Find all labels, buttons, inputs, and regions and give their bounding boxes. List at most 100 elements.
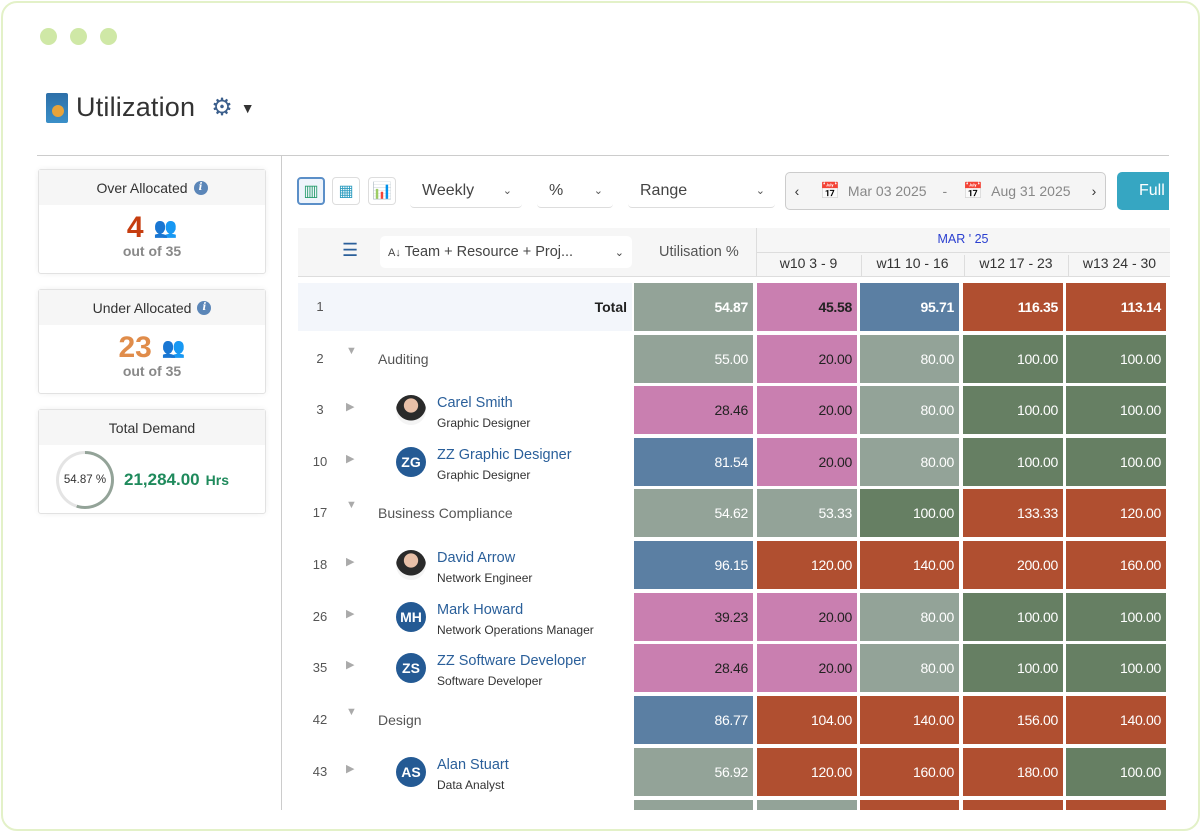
expand-caret-icon[interactable]: ▶: [346, 556, 355, 568]
week-value-cell[interactable]: 20.00: [757, 438, 857, 486]
week-value-cell[interactable]: 133.33: [963, 489, 1063, 537]
utilisation-cell[interactable]: 56.92: [634, 748, 753, 796]
week-value-cell[interactable]: 80.00: [860, 386, 959, 434]
team-name[interactable]: Business Compliance: [378, 505, 513, 521]
week-value-cell[interactable]: 140.00: [860, 541, 959, 589]
resource-name[interactable]: ZZ Software Developer: [437, 653, 587, 669]
gear-icon[interactable]: ⚙: [211, 94, 233, 121]
week-value-cell[interactable]: 80.00: [860, 644, 959, 692]
row-number: 18: [312, 557, 328, 572]
avatar: ZG: [396, 447, 426, 477]
week-value-cell[interactable]: 95.71: [860, 283, 959, 331]
week-value-cell[interactable]: 100.00: [1066, 748, 1166, 796]
over-allocated-card[interactable]: Over Allocated i 4 👥 out of 35: [38, 169, 266, 274]
week-value-cell[interactable]: 120.00: [1066, 489, 1166, 537]
start-date[interactable]: Mar 03 2025: [847, 183, 927, 199]
week-value-cell[interactable]: 180.00: [963, 748, 1063, 796]
expand-caret-icon[interactable]: ▶: [346, 763, 355, 775]
week-value-cell[interactable]: 20.00: [757, 593, 857, 641]
calendar-icon[interactable]: 📅: [820, 183, 840, 200]
grid-chart-icon: ▥: [303, 183, 319, 200]
week-value-cell[interactable]: 100.00: [1066, 644, 1166, 692]
caret-down-icon[interactable]: ▼: [240, 99, 255, 116]
week-value-cell[interactable]: 104.00: [757, 696, 857, 744]
partial-row-cell: [634, 800, 753, 810]
week-value-cell[interactable]: 113.14: [1066, 283, 1166, 331]
utilisation-cell[interactable]: 55.00: [634, 335, 753, 383]
week-value-cell[interactable]: 100.00: [1066, 593, 1166, 641]
collapse-caret-icon[interactable]: ▼: [346, 706, 357, 718]
week-value-cell[interactable]: 20.00: [757, 335, 857, 383]
utilisation-cell[interactable]: 86.77: [634, 696, 753, 744]
resource-name[interactable]: ZZ Graphic Designer: [437, 447, 572, 463]
week-value-cell[interactable]: 116.35: [963, 283, 1063, 331]
view-grid-button[interactable]: ▦: [332, 177, 360, 205]
utilisation-cell[interactable]: 28.46: [634, 644, 753, 692]
week-value-cell[interactable]: 20.00: [757, 644, 857, 692]
week-value-cell[interactable]: 100.00: [1066, 386, 1166, 434]
period-select[interactable]: Weekly ⌄: [410, 174, 522, 208]
week-value-cell[interactable]: 53.33: [757, 489, 857, 537]
week-value-cell[interactable]: 100.00: [963, 386, 1063, 434]
week-value-cell[interactable]: 80.00: [860, 438, 959, 486]
end-date[interactable]: Aug 31 2025: [991, 183, 1071, 199]
resource-name[interactable]: Mark Howard: [437, 602, 524, 618]
expand-caret-icon[interactable]: ▶: [346, 453, 355, 465]
view-chart-button[interactable]: 📊: [368, 177, 396, 205]
row-number: 1: [316, 299, 324, 314]
week-value-cell[interactable]: 100.00: [963, 335, 1063, 383]
week-value-cell[interactable]: 80.00: [860, 335, 959, 383]
utilisation-cell[interactable]: 39.23: [634, 593, 753, 641]
week-value-cell[interactable]: 20.00: [757, 386, 857, 434]
utilisation-cell[interactable]: 81.54: [634, 438, 753, 486]
chevron-down-icon: ⌄: [502, 185, 512, 197]
group-by-select[interactable]: A↓ Team + Resource + Proj... ⌄: [380, 236, 632, 268]
week-value-cell[interactable]: 100.00: [1066, 335, 1166, 383]
team-name[interactable]: Design: [378, 712, 422, 728]
calendar-icon[interactable]: 📅: [963, 183, 984, 200]
prev-arrow-icon[interactable]: ‹: [794, 183, 800, 199]
week-value-cell[interactable]: 160.00: [1066, 541, 1166, 589]
utilisation-cell[interactable]: 96.15: [634, 541, 753, 589]
week-value-cell[interactable]: 80.00: [860, 593, 959, 641]
week-value-cell[interactable]: 100.00: [1066, 438, 1166, 486]
collapse-caret-icon[interactable]: ▼: [346, 345, 357, 357]
expand-caret-icon[interactable]: ▶: [346, 401, 355, 413]
week-value-cell[interactable]: 100.00: [963, 593, 1063, 641]
partial-row-cell: [963, 800, 1063, 810]
week-value-cell[interactable]: 140.00: [860, 696, 959, 744]
utilisation-cell[interactable]: 54.87: [634, 283, 753, 331]
next-arrow-icon[interactable]: ›: [1091, 183, 1097, 199]
week-value-cell[interactable]: 100.00: [860, 489, 959, 537]
week-value-cell[interactable]: 200.00: [963, 541, 1063, 589]
week-value-cell[interactable]: 160.00: [860, 748, 959, 796]
week-value-cell[interactable]: 120.00: [757, 748, 857, 796]
utilisation-cell[interactable]: 28.46: [634, 386, 753, 434]
expand-caret-icon[interactable]: ▶: [346, 608, 355, 620]
week-value-cell[interactable]: 120.00: [757, 541, 857, 589]
date-range-picker[interactable]: ‹ 📅 Mar 03 2025 - 📅 Aug 31 2025 ›: [785, 172, 1106, 210]
under-allocated-card[interactable]: Under Allocated i 23 👥 out of 35: [38, 289, 266, 394]
full-button[interactable]: Full: [1117, 172, 1169, 210]
resource-name[interactable]: Carel Smith: [437, 395, 513, 411]
week-value-cell[interactable]: 45.58: [757, 283, 857, 331]
info-icon[interactable]: i: [197, 300, 212, 315]
expand-collapse-icon[interactable]: ☰: [342, 240, 359, 260]
view-grid-chart-button[interactable]: ▥: [297, 177, 325, 205]
range-select[interactable]: Range ⌄: [628, 174, 775, 208]
resource-name[interactable]: Alan Stuart: [437, 757, 509, 773]
resource-name[interactable]: David Arrow: [437, 550, 516, 566]
demand-progress-ring: 54.87 %: [56, 451, 114, 509]
sort-az-icon: A↓: [388, 247, 401, 259]
week-value-cell[interactable]: 100.00: [963, 644, 1063, 692]
unit-select[interactable]: % ⌄: [537, 174, 613, 208]
info-icon[interactable]: i: [193, 180, 208, 195]
row-number: 10: [312, 454, 328, 469]
expand-caret-icon[interactable]: ▶: [346, 659, 355, 671]
utilisation-cell[interactable]: 54.62: [634, 489, 753, 537]
team-name[interactable]: Auditing: [378, 351, 429, 367]
collapse-caret-icon[interactable]: ▼: [346, 499, 357, 511]
week-value-cell[interactable]: 156.00: [963, 696, 1063, 744]
week-value-cell[interactable]: 100.00: [963, 438, 1063, 486]
week-value-cell[interactable]: 140.00: [1066, 696, 1166, 744]
